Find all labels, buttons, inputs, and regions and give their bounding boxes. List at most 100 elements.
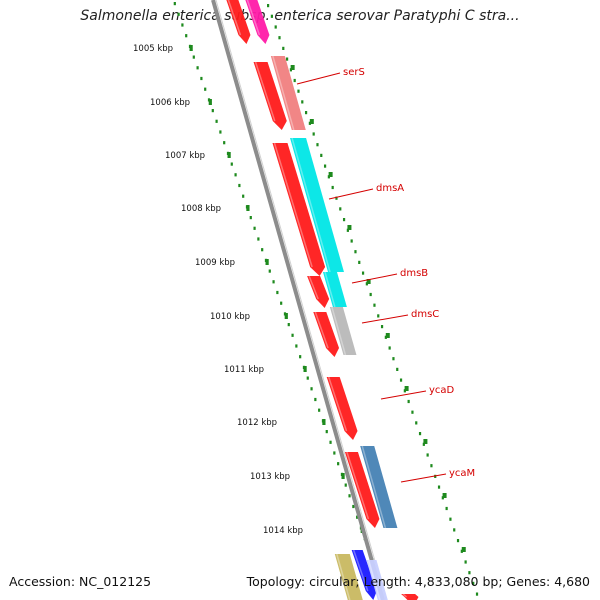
gene-label-group: serS dmsA dmsB dmsC ycaD ycaM [296, 67, 475, 483]
tick-dot [276, 290, 279, 295]
tick-dot [306, 376, 309, 380]
kbp-label: 1014 kbp [263, 526, 303, 536]
kbp-label: 1013 kbp [250, 472, 290, 482]
cds-arrow-shine [273, 142, 313, 268]
cds-arrow [253, 62, 287, 130]
kbp-label: 1011 kbp [224, 365, 264, 375]
kbp-label: 1010 kbp [210, 312, 250, 322]
major-tick [265, 259, 269, 265]
major-tick [227, 152, 231, 158]
tick-dot [380, 325, 384, 329]
major-tick [423, 439, 428, 444]
gene-arrow-ycam-shine [361, 445, 387, 529]
backbone-highlight [215, 0, 387, 600]
tick-dot [291, 333, 294, 337]
tick-dot [295, 344, 298, 348]
tick-dot [346, 228, 349, 232]
gene-label: ycaD [429, 385, 455, 396]
gene-arrow-olive [334, 554, 363, 600]
major-tick [284, 313, 288, 319]
cds-arrow [226, 0, 251, 44]
cds-arrow [272, 143, 326, 276]
gene-arrow-dmsb [322, 272, 347, 307]
gene-leader-line [361, 314, 409, 324]
gene-label: dmsC [411, 309, 439, 320]
tick-dot [407, 399, 410, 404]
gene-leader-line [328, 188, 374, 200]
major-tick [189, 45, 193, 51]
tick-dot [261, 248, 264, 252]
backbone-line [211, 0, 385, 600]
major-tick [461, 547, 466, 552]
tick-dot [173, 2, 176, 6]
tick-dot [468, 571, 471, 575]
major-tick [442, 493, 447, 498]
kbp-label: 1006 kbp [150, 98, 190, 108]
tick-dot [318, 408, 321, 412]
kbp-tick-track [173, 2, 479, 596]
gene-label: serS [343, 67, 365, 78]
tick-dot [325, 430, 328, 434]
tick-dot [299, 355, 302, 359]
gene-leader-line [400, 473, 447, 483]
tick-dot [278, 36, 281, 40]
tick-dot [268, 269, 271, 273]
kbp-label: 1009 kbp [195, 258, 235, 268]
major-tick [347, 225, 352, 230]
kbp-label: 1005 kbp [133, 44, 173, 54]
cds-arrow [401, 594, 419, 600]
gene-arrow-pale-shine [367, 559, 381, 600]
gene-arrow-ycam [360, 446, 398, 528]
tick-dot [437, 485, 441, 489]
major-tick [208, 99, 212, 105]
tick-dot [361, 271, 365, 275]
tick-dot [211, 109, 214, 113]
tick-dot [331, 185, 334, 190]
kbp-label: 1007 kbp [165, 151, 205, 161]
gene-label: dmsB [400, 268, 428, 279]
major-tick [385, 333, 390, 338]
tick-dot [358, 260, 361, 264]
cds-arrow [313, 312, 340, 357]
tick-dot [223, 141, 226, 145]
gene-arrow-dmsa-shine [291, 137, 331, 273]
gene-arrow-magenta [245, 0, 270, 44]
tick-dot [301, 100, 304, 104]
cds-arrow-shine [254, 61, 276, 122]
tick-dot [344, 483, 347, 487]
tick-dot [348, 494, 351, 498]
gene-arrow-dmsc [329, 307, 357, 355]
tick-dot [422, 442, 425, 446]
cds-arrow [344, 452, 380, 528]
tick-dot [369, 292, 372, 297]
tick-dot [339, 207, 342, 211]
tick-dot [333, 451, 336, 455]
tick-dot [354, 250, 357, 254]
gene-leader-line [296, 72, 341, 85]
cds-arrow-shine [308, 275, 319, 300]
tick-dot [219, 130, 222, 134]
tick-dot [185, 34, 188, 38]
tick-dot [312, 132, 315, 136]
tick-dot [445, 506, 448, 511]
tick-dot [411, 410, 414, 414]
tick-dot [238, 183, 241, 188]
gene-label: ycaM [449, 468, 475, 479]
tick-dot [356, 515, 359, 519]
major-tick [246, 205, 250, 211]
tick-dot [456, 539, 460, 543]
tick-dot [323, 164, 327, 168]
tick-dot [373, 303, 376, 307]
genome-summary-text: Topology: circular; Length: 4,833,080 bp… [246, 574, 590, 589]
tick-dot [316, 143, 319, 147]
tick-dot [192, 55, 195, 59]
major-tick [290, 65, 295, 70]
tick-dot [304, 111, 308, 115]
gene-arrow-magenta-shine [246, 0, 261, 36]
gene-arrow-blue [351, 550, 377, 600]
cds-arrow-shine [314, 311, 329, 349]
cds-arrow-shine [327, 376, 348, 432]
kbp-label-group: 1005 kbp 1006 kbp 1007 kbp 1008 kbp 1009 kbp… [133, 44, 303, 536]
